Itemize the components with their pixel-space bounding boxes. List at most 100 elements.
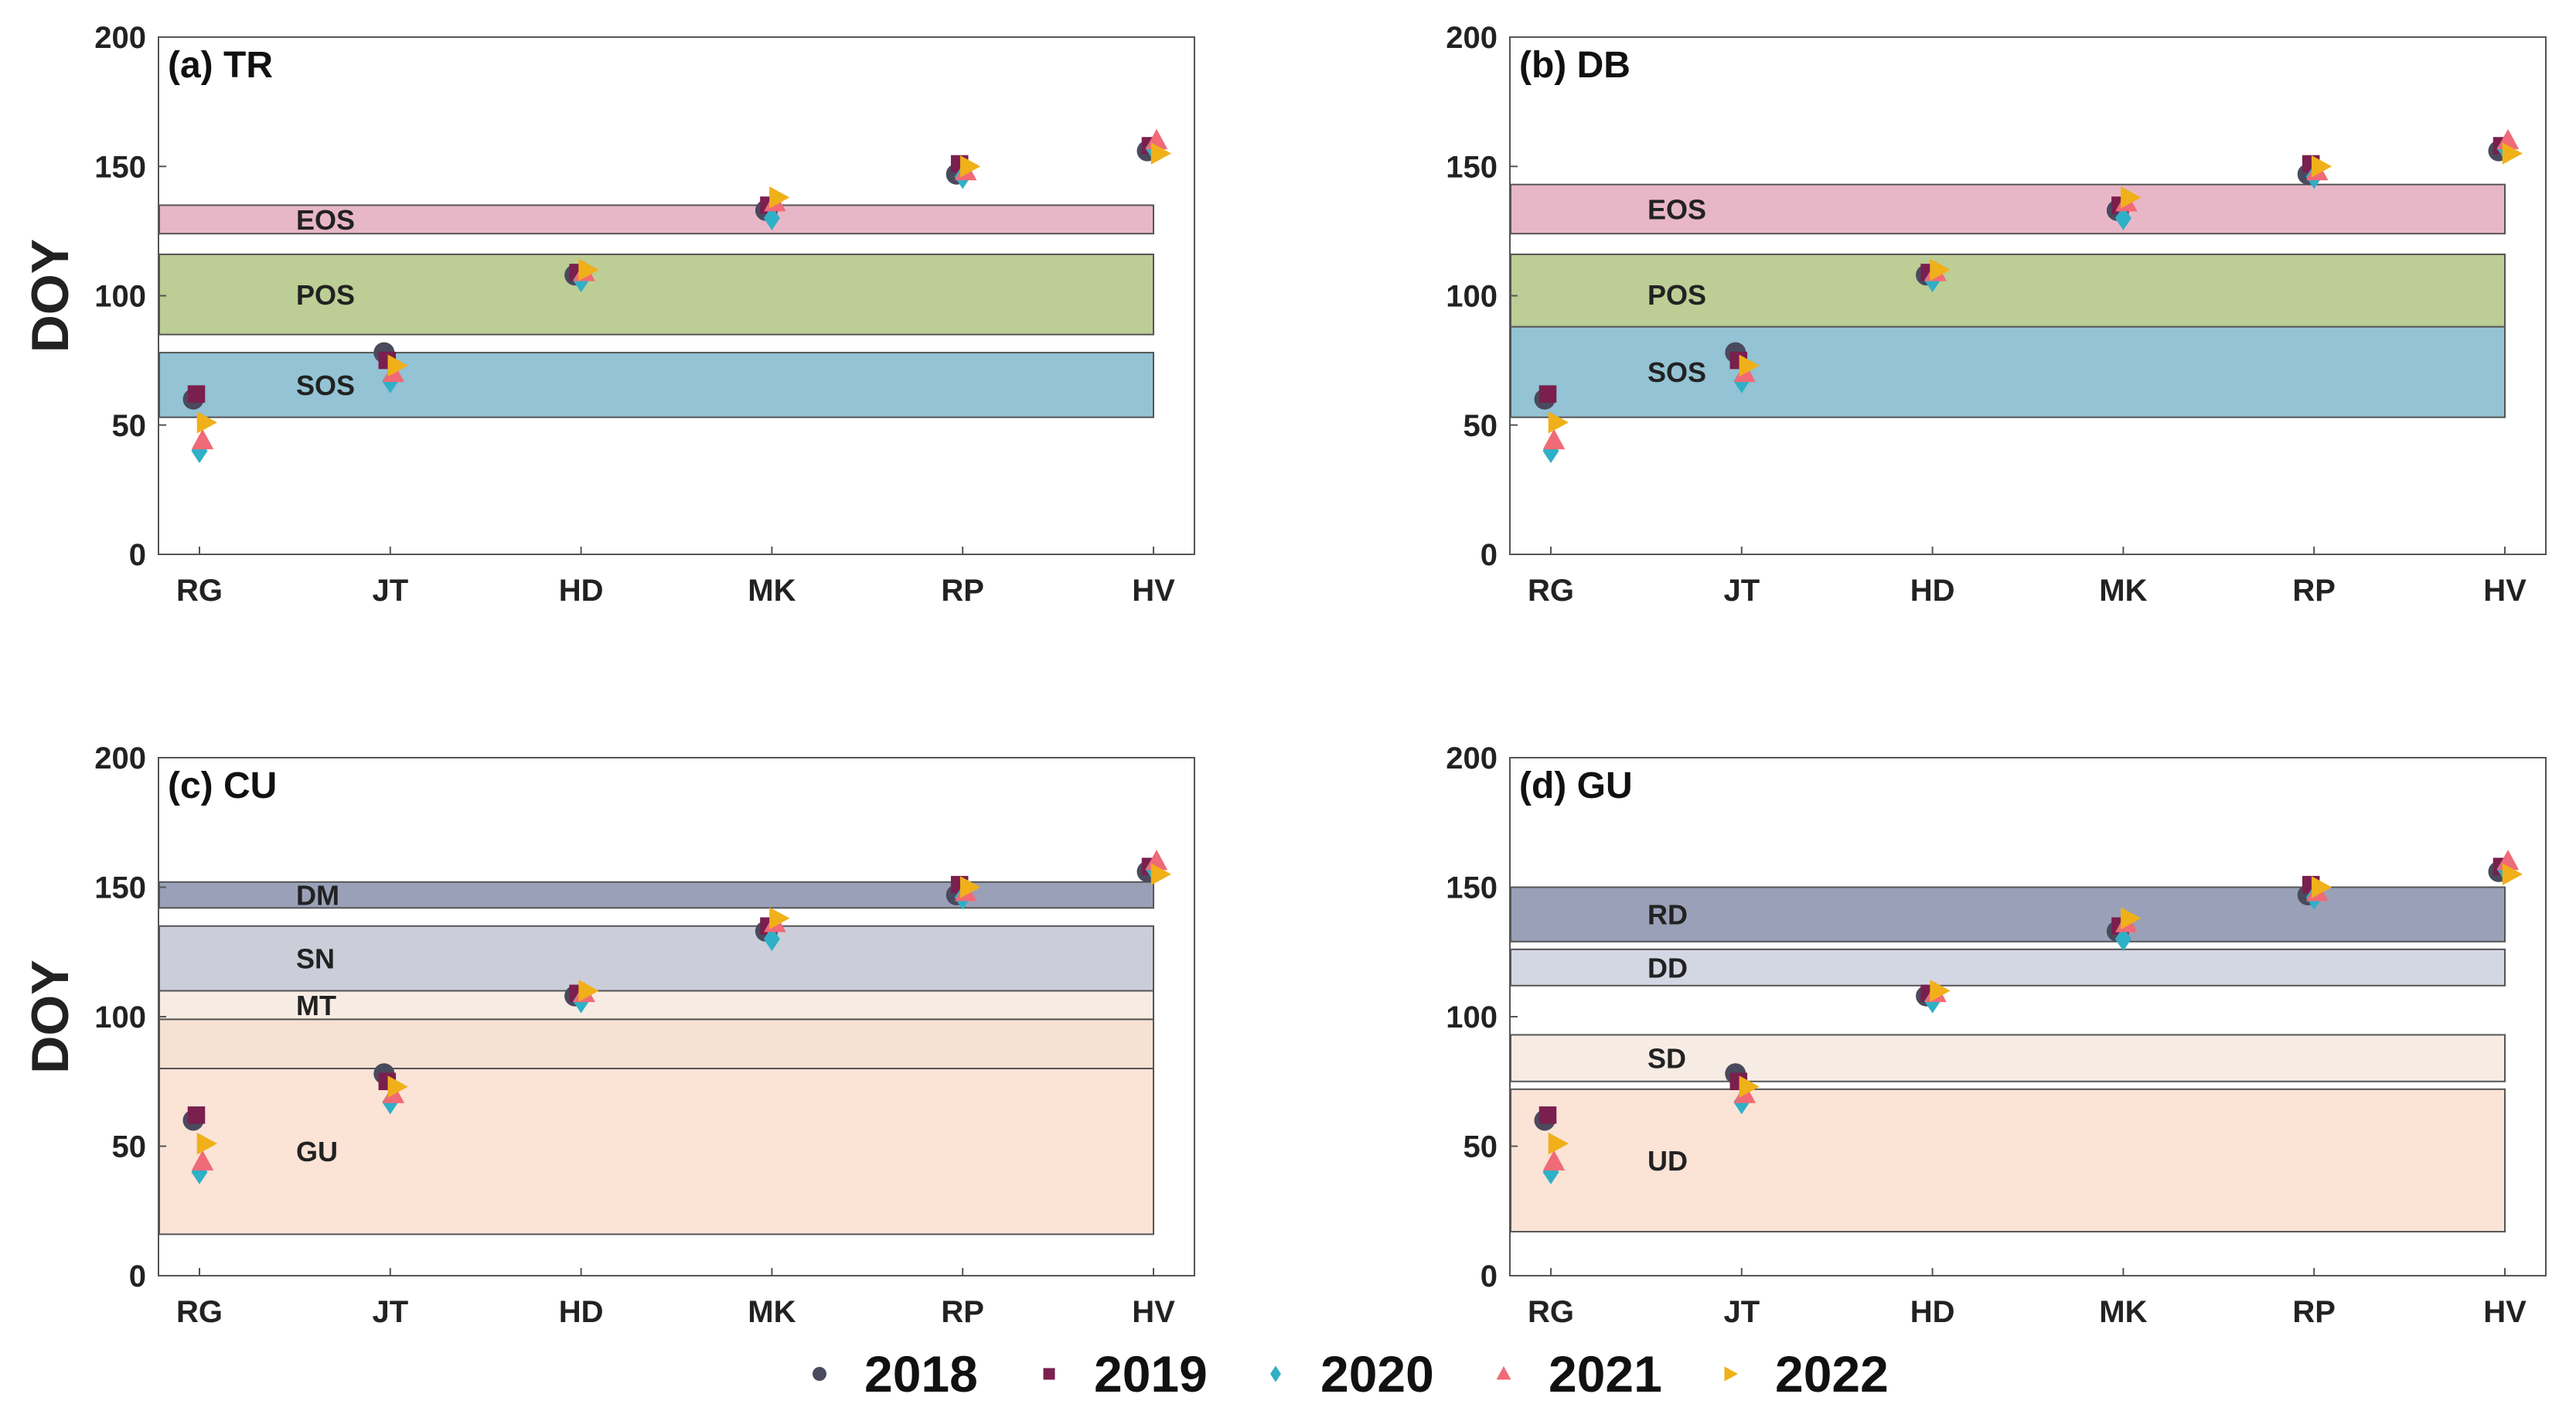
x-tick-label: RG [1528,1295,1574,1329]
point-2022-HV [2502,142,2523,165]
x-tick-label: RG [1528,574,1574,608]
point-2022-RG [1548,1132,1569,1155]
legend-marker-2020 [1270,1365,1281,1382]
band-label: SOS [1647,356,1706,388]
chart-panel-1: EOS POS SOS 0 50 100 150 200 RG JT HD MK RP HV (a) TR D… [21,21,1195,608]
band-rect [158,204,1154,235]
x-tick-label: MK [2099,574,2147,608]
chart-panel-2: EOS POS SOS 0 50 100 150 200 RG JT HD MK RP HV (b) DB [1446,21,2547,608]
phenophase-bands: GU MT SN DM [158,880,1154,1235]
band-rect [1510,183,2506,235]
y-tick-label: 100 [94,1000,146,1034]
legend-marker-2018 [813,1367,826,1381]
data-points [1534,128,2523,463]
legend-marker-2019 [1043,1368,1055,1380]
band-rect [1510,253,2506,336]
x-tick-label: MK [748,1295,796,1329]
band-label: EOS [296,204,355,236]
x-tick-label: MK [2099,1295,2147,1329]
point-2021-RG [1542,428,1566,450]
legend-label: 2022 [1775,1345,1889,1402]
x-tick-label: JT [372,1295,408,1329]
point-2022-HV [1150,863,1171,885]
x-tick-label: RP [2292,1295,2336,1329]
x-tick-label: HV [2483,1295,2527,1329]
legend-marker-2021 [1496,1366,1511,1380]
band-label: SOS [296,370,355,401]
data-points [1534,850,2523,1184]
point-2022-RP [959,155,981,178]
band-rect [158,352,1154,418]
point-2022-HV [2502,863,2523,885]
band-label: SD [1647,1043,1686,1075]
chart-panel-3: GU MT SN DM 0 50 100 150 200 RG JT HD MK RP HV (c) CU DO… [21,741,1195,1329]
y-tick-label: 200 [94,741,146,775]
y-tick-label: 200 [1446,21,1498,55]
y-tick-label: 100 [1446,280,1498,314]
phenophase-bands: UD SD DD RD [1510,886,2506,1233]
y-tick-label: 150 [94,150,146,184]
x-tick-label: RG [176,574,223,608]
y-axis-label: DOY [21,959,80,1073]
y-tick-label: 0 [129,1259,146,1293]
point-2021-RG [191,1150,214,1171]
y-tick-label: 150 [1446,150,1498,184]
legend-label: 2020 [1320,1345,1434,1402]
legend-item-2020: 2020 [1270,1345,1434,1402]
band-label: UD [1647,1145,1688,1177]
band-label: DM [296,880,339,912]
point-2022-HD [1930,980,1951,1002]
point-2019-RG [187,1106,206,1124]
point-2022-RG [1548,411,1569,434]
y-tick-label: 0 [129,538,146,572]
point-2022-HD [578,980,599,1002]
x-tick-label: JT [372,574,408,608]
point-2022-MK [769,907,790,929]
band-rect [158,925,1154,992]
point-2022-JT [1739,1075,1760,1098]
band-label: POS [296,279,355,311]
y-tick-label: 100 [94,280,146,314]
x-tick-label: HV [1132,1295,1175,1329]
y-tick-label: 50 [1463,1130,1498,1164]
legend-marker-2022 [1724,1366,1738,1382]
point-2019-RG [1538,1106,1557,1124]
panel-title: (b) DB [1519,45,1630,86]
point-2019-RG [187,385,206,403]
x-tick-label: JT [1723,1295,1760,1329]
x-tick-label: HV [1132,574,1175,608]
point-2019-RG [1538,385,1557,403]
band-rect [158,990,1154,1021]
chart-panel-4: UD SD DD RD 0 50 100 150 200 RG JT HD MK RP HV (d) GU [1446,741,2547,1329]
point-2022-RP [2311,876,2332,898]
legend-label: 2021 [1549,1345,1662,1402]
y-tick-label: 150 [94,871,146,905]
point-2022-MK [769,186,790,209]
phenophase-bands: EOS POS SOS [1510,183,2506,418]
y-axis-label: DOY [21,239,80,353]
band-rect [158,881,1154,909]
point-2022-HV [1150,142,1171,165]
band-rect [158,253,1154,336]
point-2020-MK [2114,206,2131,230]
x-tick-label: MK [748,574,796,608]
band-rect [1510,1034,2506,1082]
panels-container: EOS POS SOS 0 50 100 150 200 RG JT HD MK RP HV (a) TR D… [21,21,2547,1329]
point-2022-RG [196,411,217,434]
x-tick-label: JT [1723,574,1760,608]
point-2022-MK [2121,907,2142,929]
y-tick-label: 50 [112,409,147,443]
point-2020-MK [2114,926,2131,952]
band-label: MT [296,990,336,1021]
y-tick-label: 50 [1463,409,1498,443]
legend: 2018 2019 2020 2021 2022 [813,1345,1889,1402]
point-2022-HD [578,258,599,281]
y-tick-label: 50 [112,1130,147,1164]
y-tick-label: 100 [1446,1000,1498,1034]
data-points [182,128,1171,463]
point-2022-RP [959,876,981,898]
x-tick-label: HD [1910,574,1955,608]
point-2020-MK [763,206,780,230]
legend-item-2022: 2022 [1724,1345,1889,1402]
